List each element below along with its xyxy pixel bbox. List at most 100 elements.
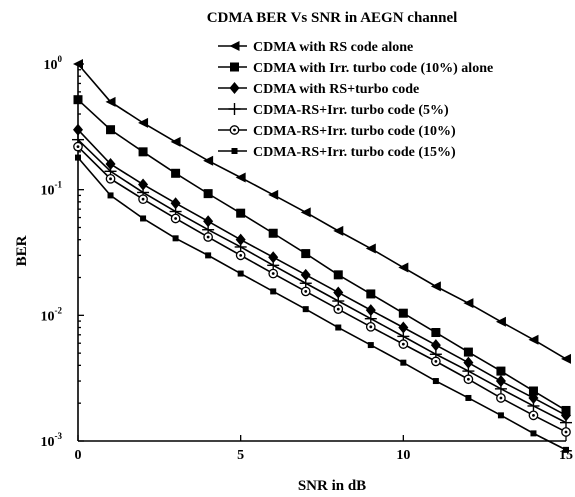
marker-small: [563, 446, 569, 453]
marker-diamond: [73, 123, 83, 136]
marker-plus: [494, 382, 507, 395]
marker-small: [107, 192, 114, 199]
y-tick-label: 10-3: [41, 431, 63, 450]
marker-diamond: [229, 82, 240, 94]
marker-diamond: [333, 286, 344, 299]
marker-circle: [138, 194, 148, 205]
series-line: [77, 63, 567, 360]
legend-label: CDMA with RS code alone: [253, 40, 413, 55]
marker-triangle: [365, 243, 376, 254]
marker-square: [236, 208, 246, 218]
marker-triangle: [398, 262, 409, 273]
series-line: [77, 139, 567, 424]
marker-circle: [268, 268, 279, 279]
marker-circle: [105, 173, 116, 184]
legend-label: CDMA with RS+turbo code: [253, 82, 419, 97]
marker-square: [496, 366, 506, 376]
marker-circle: [561, 427, 571, 437]
marker-square: [431, 328, 441, 338]
marker-square: [268, 228, 278, 238]
x-axis-label: SNR in dB: [298, 478, 366, 494]
marker-diamond: [528, 391, 539, 404]
marker-diamond: [138, 178, 149, 191]
marker-square: [230, 62, 239, 72]
marker-circle: [463, 374, 474, 385]
marker-diamond: [170, 197, 181, 210]
marker-small: [497, 412, 504, 419]
marker-small: [335, 324, 342, 331]
y-tick-label: 10-1: [41, 180, 63, 199]
marker-square: [463, 347, 473, 357]
marker-triangle: [105, 96, 116, 107]
marker-small: [465, 394, 472, 401]
marker-small: [75, 154, 81, 161]
series-layer: [72, 59, 572, 453]
marker-square: [366, 289, 376, 299]
marker-small: [302, 306, 309, 313]
marker-circle: [365, 321, 376, 332]
marker-small: [231, 148, 238, 154]
marker-diamond: [105, 158, 116, 171]
legend-entry-2: CDMA with Irr. turbo code (10%) alone: [218, 61, 493, 76]
legend-label: CDMA with Irr. turbo code (10%) alone: [253, 61, 493, 76]
marker-diamond: [365, 304, 376, 317]
marker-square: [138, 147, 148, 157]
marker-triangle: [463, 298, 474, 309]
marker-square: [106, 125, 116, 135]
marker-circle: [528, 410, 539, 421]
marker-small: [530, 430, 537, 437]
marker-triangle: [268, 189, 279, 200]
series-1: [73, 59, 571, 364]
marker-diamond: [463, 356, 474, 369]
series-4: [72, 133, 572, 429]
marker-circle: [398, 339, 409, 349]
marker-triangle: [300, 207, 311, 218]
marker-circle: [170, 213, 181, 224]
marker-square: [528, 386, 538, 396]
marker-triangle: [203, 155, 214, 166]
marker-diamond: [268, 251, 279, 264]
marker-circle: [333, 304, 344, 314]
plot-axes: 0 5 10 15 100 10-1 10-2 10-3: [41, 54, 574, 463]
marker-diamond: [398, 321, 409, 334]
legend-label: CDMA-RS+Irr. turbo code (5%): [253, 103, 449, 118]
marker-triangle: [170, 136, 181, 147]
marker-circle: [229, 125, 240, 135]
marker-circle: [431, 356, 441, 367]
series-line: [77, 157, 567, 451]
marker-square: [301, 249, 311, 259]
marker-diamond: [203, 215, 214, 228]
marker-circle: [73, 141, 83, 152]
series-line: [77, 146, 567, 433]
x-tick-label: 5: [237, 448, 244, 463]
y-tick-label: 10-2: [41, 305, 63, 324]
x-tick-label: 10: [396, 448, 410, 463]
legend-entry-1: CDMA with RS code alone: [218, 40, 413, 55]
series-line: [77, 99, 567, 412]
marker-square: [171, 168, 181, 178]
marker-circle: [300, 286, 311, 297]
marker-small: [140, 215, 147, 222]
marker-plus: [527, 399, 540, 412]
legend-entry-4: CDMA-RS+Irr. turbo code (5%): [218, 103, 449, 118]
marker-diamond: [300, 268, 311, 281]
marker-circle: [203, 232, 213, 242]
marker-small: [205, 252, 212, 259]
marker-small: [237, 270, 244, 277]
series-line: [77, 129, 567, 417]
legend: CDMA with RS code alone CDMA with Irr. tu…: [218, 40, 493, 160]
marker-triangle: [229, 41, 240, 51]
marker-small: [367, 342, 374, 349]
marker-triangle: [73, 59, 83, 69]
marker-triangle: [430, 281, 441, 292]
marker-square: [203, 189, 213, 199]
series-3: [73, 123, 571, 422]
marker-triangle: [495, 316, 506, 327]
marker-plus: [228, 103, 241, 115]
series-6: [75, 154, 569, 453]
legend-label: CDMA-RS+Irr. turbo code (10%): [253, 124, 456, 139]
marker-small: [172, 235, 179, 242]
marker-triangle: [138, 117, 149, 128]
marker-triangle: [561, 353, 571, 364]
